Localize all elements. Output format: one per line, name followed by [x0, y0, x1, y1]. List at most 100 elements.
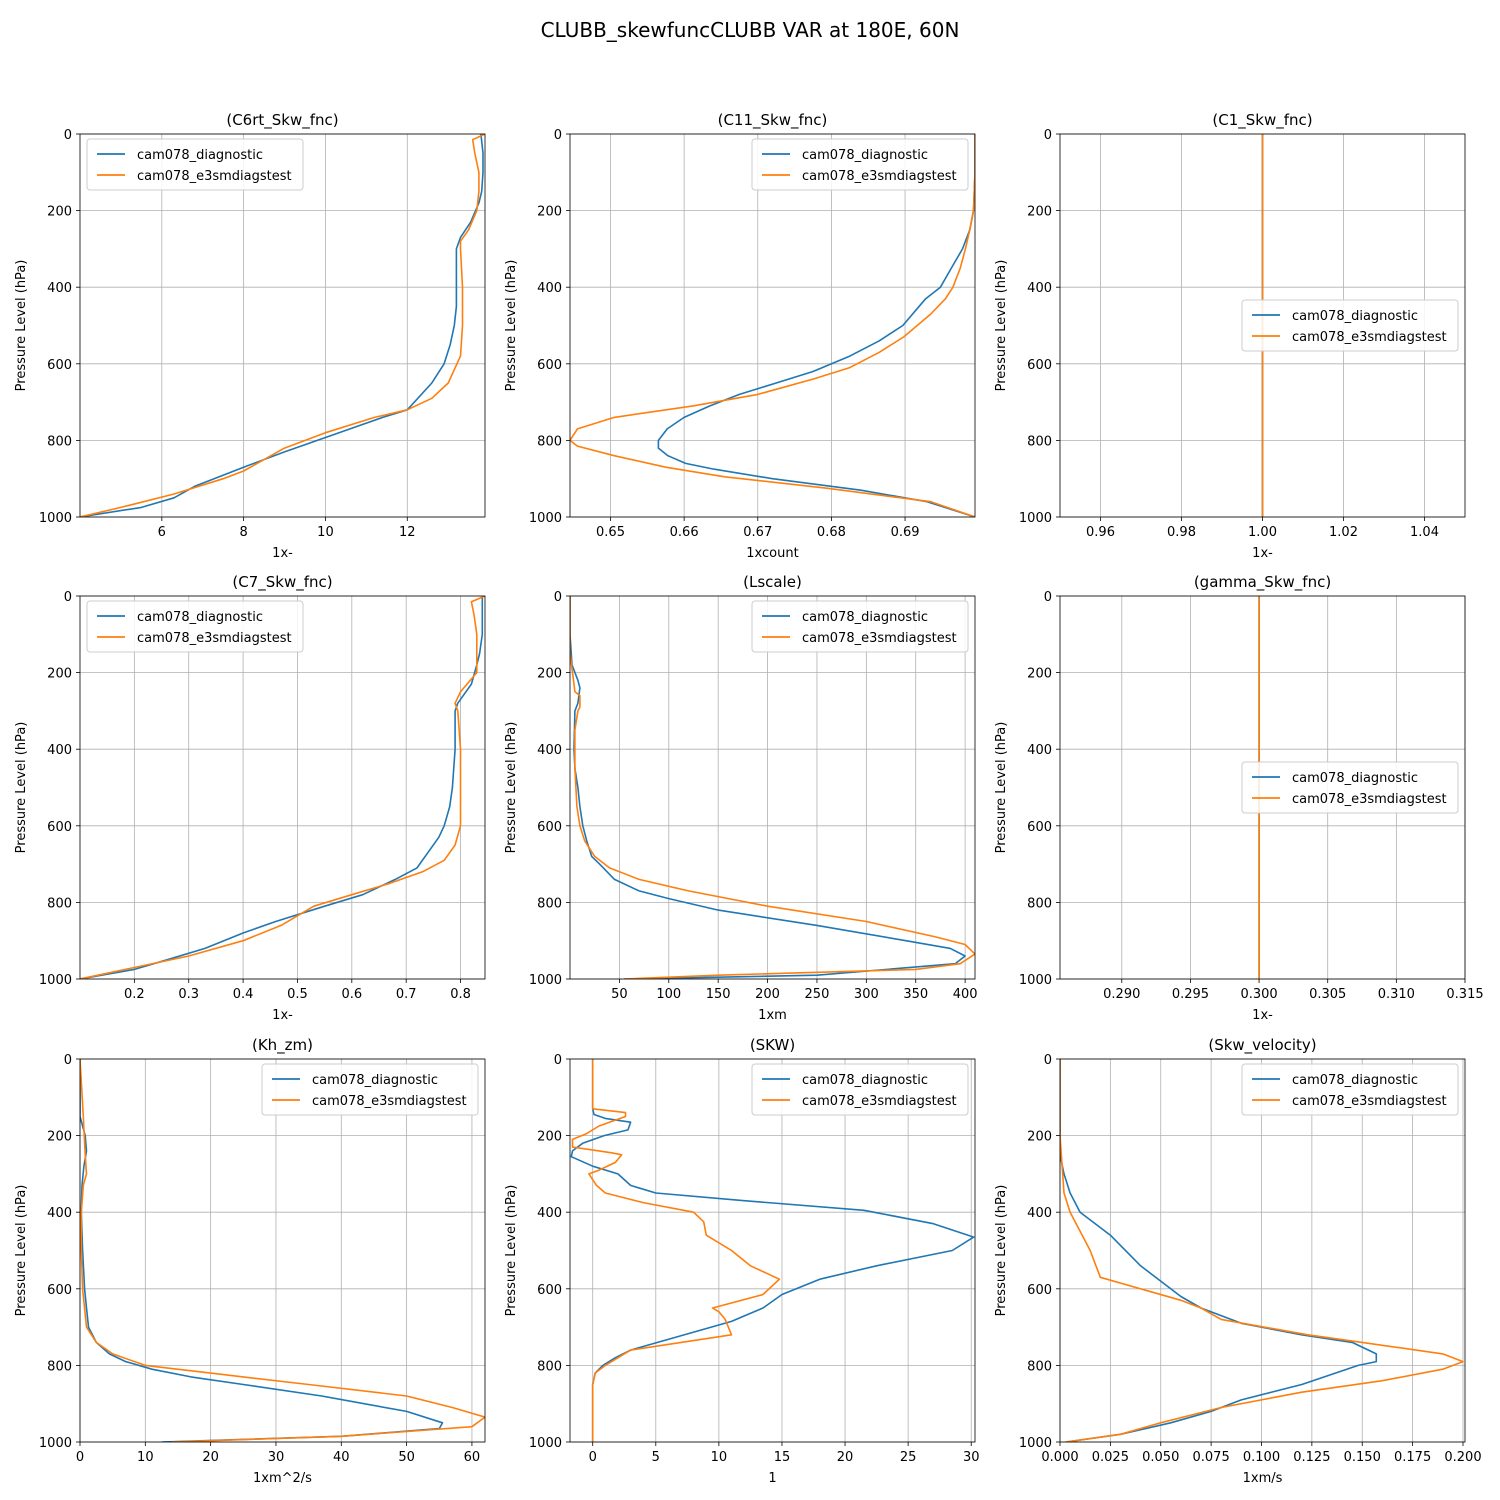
x-tick-label: 0.3 — [178, 987, 199, 1002]
y-tick-label: 600 — [537, 820, 562, 835]
panel-title: (gamma_Skw_fnc) — [1194, 573, 1331, 592]
series-line-cam078_e3smdiagstest — [80, 1059, 485, 1442]
legend: cam078_diagnostic cam078_e3smdiagstest — [1241, 299, 1459, 352]
x-tick-label: 0.5 — [287, 987, 308, 1002]
y-tick-label: 600 — [47, 358, 72, 373]
y-tick-label: 400 — [1027, 281, 1052, 296]
y-axis-label: Pressure Level (hPa) — [994, 260, 1009, 392]
y-axis-label: Pressure Level (hPa) — [504, 722, 519, 854]
legend-box — [86, 138, 304, 191]
y-tick-label: 400 — [47, 281, 72, 296]
series-line-cam078_e3smdiagstest — [80, 596, 485, 979]
x-tick-label: 400 — [953, 987, 978, 1002]
legend: cam078_diagnostic cam078_e3smdiagstest — [751, 1063, 969, 1116]
x-tick-label: 0.67 — [743, 525, 772, 540]
legend-label: cam078_diagnostic — [312, 1073, 438, 1088]
x-tick-label: 0.300 — [1240, 987, 1277, 1002]
series-line-cam078_e3smdiagstest — [571, 1059, 781, 1442]
legend-label: cam078_diagnostic — [137, 148, 263, 163]
x-tick-label: 20 — [202, 1450, 219, 1465]
legend-box — [751, 1063, 969, 1116]
x-tick-label: 0.315 — [1446, 987, 1483, 1002]
legend-label: cam078_e3smdiagstest — [312, 1094, 467, 1109]
x-axis-label: 1xcount — [746, 546, 798, 561]
y-tick-label: 200 — [47, 667, 72, 682]
x-tick-label: 0.175 — [1394, 1450, 1431, 1465]
x-tick-label: 0.69 — [891, 525, 920, 540]
y-tick-label: 600 — [1027, 358, 1052, 373]
legend-label: cam078_e3smdiagstest — [802, 1094, 957, 1109]
y-tick-label: 1000 — [1019, 511, 1052, 526]
series-line-cam078_e3smdiagstest — [570, 596, 975, 979]
legend-box — [1241, 299, 1459, 352]
x-tick-label: 0.98 — [1167, 525, 1196, 540]
panel-title: (C7_Skw_fnc) — [232, 573, 332, 592]
y-tick-label: 800 — [537, 1359, 562, 1374]
y-tick-label: 800 — [47, 896, 72, 911]
panel-title: (SKW) — [750, 1036, 795, 1054]
x-tick-label: 40 — [333, 1450, 350, 1465]
x-tick-label: 6 — [158, 525, 166, 540]
y-tick-label: 800 — [537, 434, 562, 449]
legend: cam078_diagnostic cam078_e3smdiagstest — [261, 1063, 479, 1116]
axes-frame — [1059, 1058, 1466, 1443]
legend-box — [1241, 761, 1459, 814]
y-tick-label: 0 — [64, 590, 72, 605]
y-tick-label: 400 — [537, 743, 562, 758]
legend-label: cam078_diagnostic — [1292, 771, 1418, 786]
y-tick-label: 200 — [1027, 205, 1052, 220]
y-tick-label: 0 — [554, 128, 562, 143]
y-tick-label: 200 — [1027, 667, 1052, 682]
panel-title: (Kh_zm) — [252, 1036, 313, 1055]
x-tick-label: 50 — [611, 987, 628, 1002]
legend-label: cam078_diagnostic — [802, 610, 928, 625]
y-tick-label: 0 — [1044, 1053, 1052, 1068]
y-tick-label: 0 — [64, 128, 72, 143]
y-tick-label: 1000 — [529, 1436, 562, 1451]
x-tick-label: 150 — [706, 987, 731, 1002]
legend-label: cam078_e3smdiagstest — [802, 169, 957, 184]
x-tick-label: 0.96 — [1086, 525, 1115, 540]
chart-panel: 0.290 0.295 0.300 0.305 0.310 0.315 0 200 400 600… — [994, 573, 1484, 1023]
panel-title: (C1_Skw_fnc) — [1212, 111, 1312, 130]
axes-frame — [1059, 595, 1466, 980]
x-tick-label: 300 — [854, 987, 879, 1002]
y-tick-label: 200 — [1027, 1130, 1052, 1145]
x-tick-label: 25 — [900, 1450, 917, 1465]
y-tick-label: 0 — [64, 1053, 72, 1068]
x-tick-label: 0 — [76, 1450, 84, 1465]
x-tick-label: 10 — [711, 1450, 728, 1465]
x-tick-label: 100 — [656, 987, 681, 1002]
y-tick-label: 600 — [537, 1283, 562, 1298]
x-tick-label: 0.8 — [450, 987, 471, 1002]
y-tick-label: 600 — [537, 358, 562, 373]
x-axis-label: 1 — [768, 1471, 776, 1486]
y-axis-label: Pressure Level (hPa) — [504, 1185, 519, 1317]
y-tick-label: 400 — [47, 1206, 72, 1221]
x-tick-label: 0.305 — [1309, 987, 1346, 1002]
legend-label: cam078_e3smdiagstest — [1292, 330, 1447, 345]
axes-frame — [569, 595, 976, 980]
y-tick-label: 0 — [554, 1053, 562, 1068]
x-tick-label: 0.125 — [1293, 1450, 1330, 1465]
y-tick-label: 1000 — [529, 511, 562, 526]
legend-label: cam078_e3smdiagstest — [802, 631, 957, 646]
x-axis-label: 1x- — [272, 546, 293, 561]
x-tick-label: 0.6 — [341, 987, 362, 1002]
x-axis-label: 1xm — [758, 1008, 787, 1023]
y-tick-label: 200 — [537, 205, 562, 220]
x-tick-label: 250 — [805, 987, 830, 1002]
legend-label: cam078_e3smdiagstest — [1292, 1094, 1447, 1109]
legend-label: cam078_e3smdiagstest — [1292, 792, 1447, 807]
x-tick-label: 0.000 — [1041, 1450, 1078, 1465]
x-tick-label: 0.150 — [1344, 1450, 1381, 1465]
y-tick-label: 200 — [47, 205, 72, 220]
y-axis-label: Pressure Level (hPa) — [994, 1185, 1009, 1317]
x-tick-label: 8 — [239, 525, 247, 540]
x-tick-label: 30 — [963, 1450, 980, 1465]
y-tick-label: 800 — [1027, 896, 1052, 911]
x-tick-label: 0.68 — [817, 525, 846, 540]
x-tick-label: 12 — [399, 525, 416, 540]
x-tick-label: 0.050 — [1142, 1450, 1179, 1465]
